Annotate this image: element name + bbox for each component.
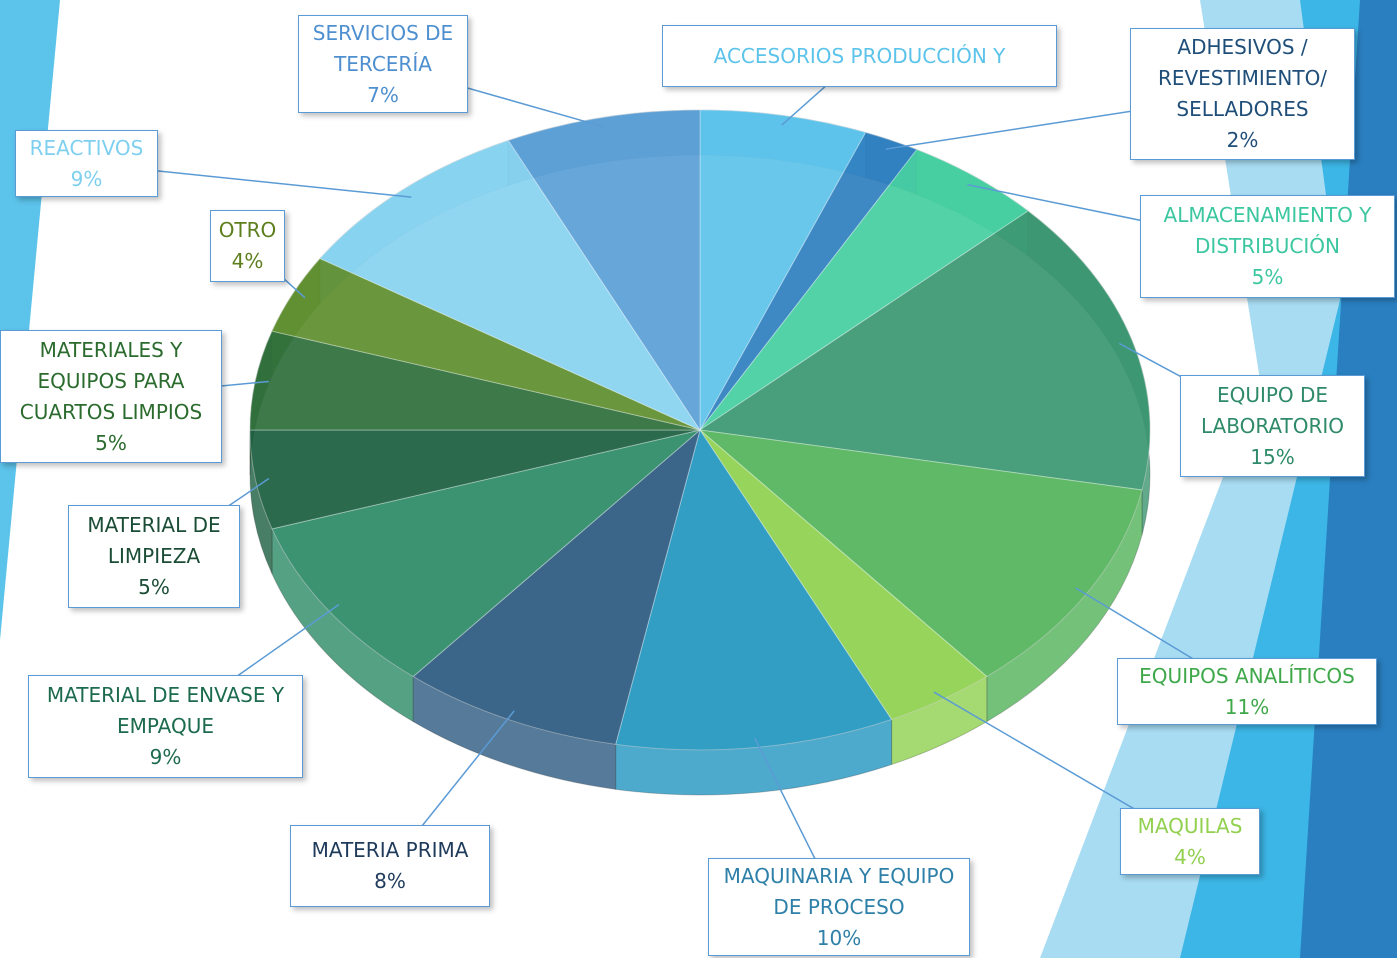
value-label: 5% (1251, 265, 1284, 289)
value-label: 2% (1226, 128, 1259, 152)
category-label: EQUIPOS ANALÍTICOS (1139, 663, 1355, 688)
category-label: OTRO (218, 218, 277, 242)
decor (0, 0, 60, 640)
callout: REACTIVOS 9% (15, 130, 158, 197)
slice (249, 330, 701, 431)
slice (698, 429, 1143, 678)
slice (699, 131, 918, 431)
category-label: MATERIAL DE LIMPIEZA (87, 513, 221, 568)
slice (699, 429, 988, 721)
category-label: MAQUINARIA Y EQUIPO DE PROCESO (723, 863, 955, 919)
slice (319, 139, 702, 432)
value-label: 7% (367, 82, 399, 107)
category-label: ACCESORIOS PRODUCCIÓN Y (713, 43, 1006, 68)
slice (507, 109, 701, 432)
value-label: 5% (138, 575, 170, 599)
callout: MATERIAL DE LIMPIEZA 5% (68, 505, 240, 608)
callout: SERVICIOS DE TERCERÍA 7% (298, 15, 468, 113)
category-label: SERVICIOS DE TERCERÍA (312, 20, 454, 76)
value-label: 11% (1224, 694, 1270, 719)
slice (698, 210, 1151, 491)
category-label: ADHESIVOS / REVESTIMIENTO/ SELLADORES (1157, 35, 1328, 121)
callout: MAQUINARIA Y EQUIPO DE PROCESO 10% (708, 858, 970, 956)
callout: EQUIPO DE LABORATORIO 15% (1180, 375, 1365, 477)
slice-side (986, 489, 1143, 723)
slice (412, 428, 701, 745)
value-label: 8% (374, 869, 406, 893)
value-label: 10% (816, 925, 862, 950)
callout: ADHESIVOS / REVESTIMIENTO/ SELLADORES 2% (1130, 28, 1355, 160)
slice (271, 257, 701, 431)
category-label: MATERIA PRIMA (311, 838, 469, 862)
category-label: MATERIALES Y EQUIPOS PARA CUARTOS LIMPIO… (19, 337, 203, 424)
value-label: 9% (149, 745, 182, 769)
callout: OTRO 4% (210, 210, 285, 282)
slice (615, 428, 893, 751)
callout: MAQUILAS 4% (1120, 808, 1260, 875)
value-label: 15% (1250, 444, 1295, 469)
value-label: 4% (1174, 844, 1206, 869)
callout: MATERIALES Y EQUIPOS PARA CUARTOS LIMPIO… (0, 330, 222, 463)
value-label: 4% (231, 249, 264, 273)
callout: ALMACENAMIENTO Y DISTRIBUCIÓN 5% (1140, 195, 1395, 298)
slice (699, 109, 867, 432)
callout: MATERIAL DE ENVASE Y EMPAQUE 9% (28, 675, 303, 778)
value-label: 5% (95, 430, 127, 455)
callout: EQUIPOS ANALÍTICOS 11% (1117, 658, 1377, 725)
value-label: 9% (70, 166, 103, 191)
category-label: ALMACENAMIENTO Y DISTRIBUCIÓN (1163, 203, 1372, 258)
slice (271, 429, 701, 678)
category-label: REACTIVOS (29, 135, 144, 160)
category-label: MATERIAL DE ENVASE Y EMPAQUE (46, 683, 285, 738)
slice (699, 148, 1029, 431)
callout: MATERIA PRIMA 8% (290, 825, 490, 907)
category-label: MAQUILAS (1137, 813, 1243, 838)
callout: ACCESORIOS PRODUCCIÓN Y (662, 25, 1057, 87)
category-label: EQUIPO DE LABORATORIO (1200, 382, 1345, 438)
slice (249, 429, 701, 530)
